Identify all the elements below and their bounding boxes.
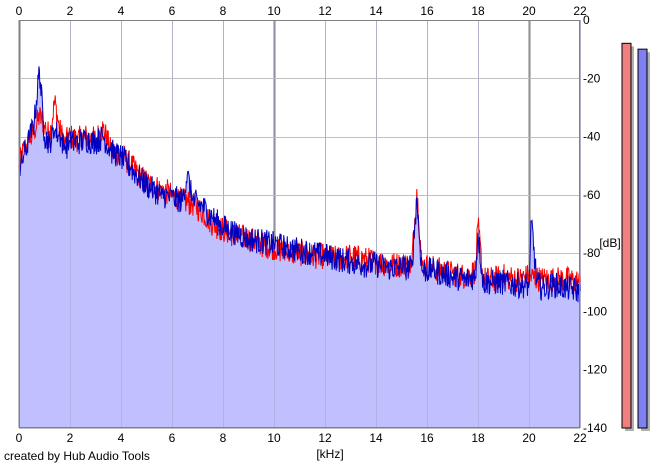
credit-text: created by Hub Audio Tools (4, 449, 150, 463)
x-tick-label-bottom: 12 (318, 431, 332, 445)
level-meters (621, 42, 650, 432)
x-tick-label-top: 0 (16, 4, 23, 18)
x-axis-title: [kHz] (316, 447, 343, 461)
x-tick-label-bottom: 18 (471, 431, 485, 445)
axis-labels: 002244668810101212141416161818202022220-… (16, 4, 608, 445)
y-tick-label: 0 (583, 13, 590, 27)
y-tick-label: -80 (583, 246, 601, 260)
x-tick-label-top: 14 (369, 4, 383, 18)
x-tick-label-top: 16 (420, 4, 434, 18)
level-meter-bar (637, 48, 648, 429)
plot-frame (19, 20, 580, 428)
y-tick-label: -120 (583, 363, 607, 377)
x-tick-label-top: 4 (118, 4, 125, 18)
x-tick-label-bottom: 6 (169, 431, 176, 445)
spectrum-fill-area (19, 66, 580, 428)
x-tick-label-top: 8 (220, 4, 227, 18)
y-tick-label: -100 (583, 304, 607, 318)
x-tick-label-bottom: 8 (220, 431, 227, 445)
x-tick-label-bottom: 2 (67, 431, 74, 445)
x-tick-label-bottom: 20 (522, 431, 536, 445)
y-axis-title: [dB] (599, 236, 620, 250)
x-tick-label-bottom: 4 (118, 431, 125, 445)
x-tick-label-top: 10 (267, 4, 281, 18)
x-tick-label-bottom: 22 (573, 431, 587, 445)
y-tick-label: -60 (583, 188, 601, 202)
x-tick-label-top: 2 (67, 4, 74, 18)
y-tick-label: -20 (583, 71, 601, 85)
y-tick-label: -140 (583, 421, 607, 435)
x-tick-label-top: 22 (573, 4, 587, 18)
x-tick-label-bottom: 14 (369, 431, 383, 445)
level-meter-bar (621, 42, 632, 429)
x-tick-label-bottom: 10 (267, 431, 281, 445)
x-tick-label-bottom: 16 (420, 431, 434, 445)
x-tick-label-bottom: 0 (16, 431, 23, 445)
series-line-blue (18, 66, 581, 303)
x-tick-label-top: 20 (522, 4, 536, 18)
x-tick-label-top: 6 (169, 4, 176, 18)
y-tick-label: -40 (583, 130, 601, 144)
x-tick-label-top: 18 (471, 4, 485, 18)
x-tick-label-top: 12 (318, 4, 332, 18)
